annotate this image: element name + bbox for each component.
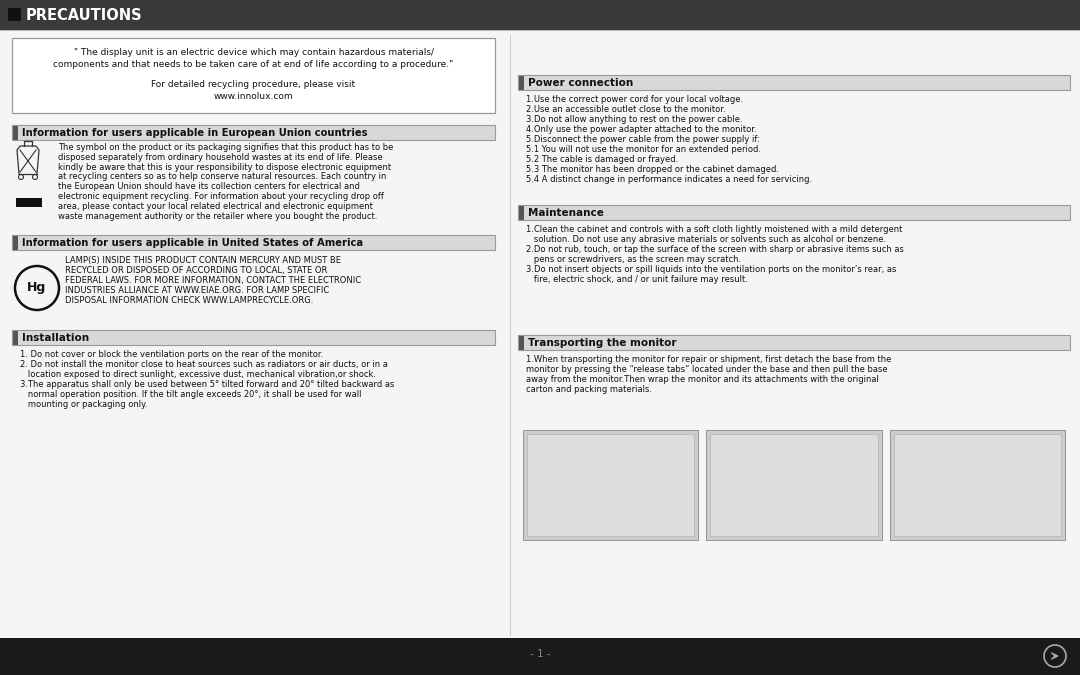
Bar [524, 75, 1070, 90]
Text: 1.Clean the cabinet and controls with a soft cloth lightly moistened with a mild: 1.Clean the cabinet and controls with a … [526, 225, 903, 234]
Text: Hg: Hg [27, 281, 46, 294]
Text: 4.Only use the power adapter attached to the monitor.: 4.Only use the power adapter attached to… [526, 125, 757, 134]
Text: RECYCLED OR DISPOSED OF ACCORDING TO LOCAL, STATE OR: RECYCLED OR DISPOSED OF ACCORDING TO LOC… [65, 266, 327, 275]
Text: location exposed to direct sunlight, excessive dust, mechanical vibration,or sho: location exposed to direct sunlight, exc… [21, 370, 376, 379]
Bar [18, 125, 495, 140]
Bar [12, 125, 495, 140]
Text: 2.Do not rub, touch, or tap the surface of the screen with sharp or abrasive ite: 2.Do not rub, touch, or tap the surface … [526, 245, 904, 254]
Text: pens or screwdrivers, as the screen may scratch.: pens or screwdrivers, as the screen may … [526, 255, 741, 264]
Text: components and that needs to be taken care of at end of life according to a proc: components and that needs to be taken ca… [53, 60, 454, 69]
Bar [518, 75, 1070, 90]
Bar [518, 205, 524, 220]
Text: DISPOSAL INFORMATION CHECK WWW.LAMPRECYCLE.ORG.: DISPOSAL INFORMATION CHECK WWW.LAMPRECYC… [65, 296, 313, 305]
Bar [518, 205, 1070, 220]
Text: away from the monitor.Then wrap the monitor and its attachments with the origina: away from the monitor.Then wrap the moni… [526, 375, 879, 384]
Text: 3.Do not allow anything to rest on the power cable.: 3.Do not allow anything to rest on the p… [526, 115, 743, 124]
Text: 5.Disconnect the power cable from the power supply if:: 5.Disconnect the power cable from the po… [526, 135, 760, 144]
Text: " The display unit is an electric device which may contain hazardous materials/: " The display unit is an electric device… [73, 48, 433, 57]
Text: normal operation position. If the tilt angle exceeds 20°, it shall be used for w: normal operation position. If the tilt a… [21, 390, 362, 399]
Text: waste management authority or the retailer where you bought the product.: waste management authority or the retail… [58, 211, 377, 221]
Text: FEDERAL LAWS. FOR MORE INFORMATION, CONTACT THE ELECTRONIC: FEDERAL LAWS. FOR MORE INFORMATION, CONT… [65, 276, 361, 285]
Text: PRECAUTIONS: PRECAUTIONS [26, 7, 143, 22]
Text: Power connection: Power connection [528, 78, 633, 88]
Text: fire, electric shock, and / or unit failure may result.: fire, electric shock, and / or unit fail… [526, 275, 747, 284]
Text: 5.2 The cable is damaged or frayed.: 5.2 The cable is damaged or frayed. [526, 155, 678, 164]
Text: For detailed recycling procedure, please visit: For detailed recycling procedure, please… [151, 80, 355, 89]
Text: Transporting the monitor: Transporting the monitor [528, 338, 676, 348]
Text: solution. Do not use any abrasive materials or solvents such as alcohol or benze: solution. Do not use any abrasive materi… [526, 235, 886, 244]
Text: www.innolux.com: www.innolux.com [214, 92, 294, 101]
Bar [518, 335, 524, 350]
Bar [12, 235, 495, 250]
Bar [524, 205, 1070, 220]
Text: 3.The apparatus shall only be used between 5° tilted forward and 20° tilted back: 3.The apparatus shall only be used betwe… [21, 380, 394, 389]
Bar [518, 335, 1070, 350]
Bar [12, 330, 18, 345]
Bar [893, 434, 1061, 536]
Bar [0, 638, 1080, 675]
Text: Information for users applicable in European Union countries: Information for users applicable in Euro… [22, 128, 367, 138]
Bar [890, 430, 1065, 540]
Text: disposed separately from ordinary household wastes at its end of life. Please: disposed separately from ordinary househ… [58, 153, 382, 162]
Text: INDUSTRIES ALLIANCE AT WWW.EIAE.ORG. FOR LAMP SPECIFIC: INDUSTRIES ALLIANCE AT WWW.EIAE.ORG. FOR… [65, 286, 329, 295]
Text: 1. Do not cover or block the ventilation ports on the rear of the monitor.: 1. Do not cover or block the ventilation… [21, 350, 323, 359]
Text: at recycling centers so as to help conserve natural resources. Each country in: at recycling centers so as to help conse… [58, 172, 387, 182]
Bar [706, 430, 881, 540]
Text: LAMP(S) INSIDE THIS PRODUCT CONTAIN MERCURY AND MUST BE: LAMP(S) INSIDE THIS PRODUCT CONTAIN MERC… [65, 256, 341, 265]
Bar [0, 0, 1080, 30]
Text: carton and packing materials.: carton and packing materials. [526, 385, 652, 394]
Text: the European Union should have its collection centers for electrical and: the European Union should have its colle… [58, 182, 360, 191]
Bar [12, 330, 495, 345]
Bar [16, 198, 42, 207]
Bar [527, 434, 694, 536]
Text: monitor by pressing the “release tabs” located under the base and then pull the : monitor by pressing the “release tabs” l… [526, 365, 888, 374]
Text: 5.1 You will not use the monitor for an extended period.: 5.1 You will not use the monitor for an … [526, 145, 761, 154]
Bar [12, 125, 18, 140]
Bar [524, 335, 1070, 350]
Text: 3.Do not insert objects or spill liquids into the ventilation ports on the monit: 3.Do not insert objects or spill liquids… [526, 265, 896, 274]
Text: 2.Use an accessible outlet close to the monitor.: 2.Use an accessible outlet close to the … [526, 105, 726, 114]
Text: Installation: Installation [22, 333, 90, 343]
Bar [711, 434, 878, 536]
Text: Maintenance: Maintenance [528, 208, 604, 218]
Bar [8, 8, 21, 21]
Bar [523, 430, 699, 540]
Text: Information for users applicable in United States of America: Information for users applicable in Unit… [22, 238, 363, 248]
Bar [518, 75, 524, 90]
Bar [18, 330, 495, 345]
Text: - 1 -: - 1 - [529, 649, 551, 659]
Text: 1.Use the correct power cord for your local voltage.: 1.Use the correct power cord for your lo… [526, 95, 743, 104]
Text: The symbol on the product or its packaging signifies that this product has to be: The symbol on the product or its packagi… [58, 143, 393, 152]
Text: 2. Do not install the monitor close to heat sources such as radiators or air duc: 2. Do not install the monitor close to h… [21, 360, 388, 369]
Bar [18, 235, 495, 250]
Bar [12, 235, 18, 250]
Text: area, please contact your local related electrical and electronic equipment: area, please contact your local related … [58, 202, 373, 211]
Bar [12, 38, 495, 113]
Text: electronic equipment recycling. For information about your recycling drop off: electronic equipment recycling. For info… [58, 192, 383, 201]
Text: 1.When transporting the monitor for repair or shipment, first detach the base fr: 1.When transporting the monitor for repa… [526, 355, 891, 364]
Text: 5.4 A distinct change in performance indicates a need for servicing.: 5.4 A distinct change in performance ind… [526, 175, 812, 184]
Text: 5.3 The monitor has been dropped or the cabinet damaged.: 5.3 The monitor has been dropped or the … [526, 165, 779, 174]
Text: mounting or packaging only.: mounting or packaging only. [21, 400, 148, 409]
Text: kindly be aware that this is your responsibility to dispose electronic equipment: kindly be aware that this is your respon… [58, 163, 391, 171]
